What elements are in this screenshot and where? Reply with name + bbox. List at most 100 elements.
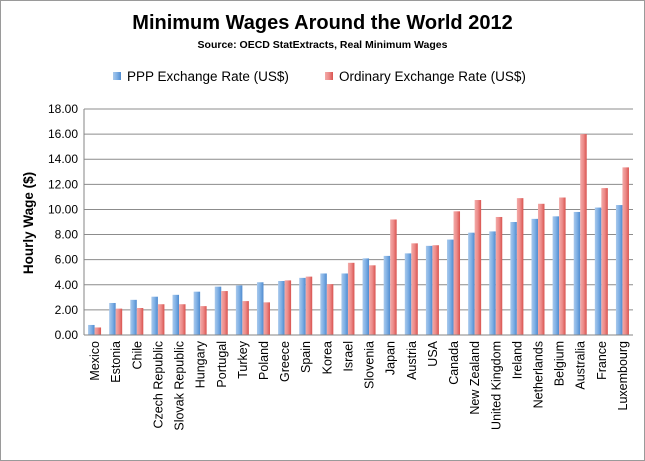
y-tick-label: 0.00 [55,328,79,342]
bar-ordinary [263,302,270,335]
bar-ordinary [390,219,397,335]
y-tick-label: 4.00 [55,278,79,292]
bar-ordinary [559,197,566,335]
x-tick-label: Slovak Republic [173,341,187,431]
bar-ppp [594,207,602,335]
x-tick-label: France [595,341,609,380]
bar-ppp [447,239,454,335]
bar-ordinary [136,308,144,335]
x-tick-label: Czech Republic [151,341,165,429]
x-tick-label: Spain [299,341,313,373]
bar-ordinary [242,301,249,335]
y-tick-label: 6.00 [55,253,79,267]
bar-ppp [172,294,180,335]
bars [88,134,629,335]
x-tick-label: Portugal [215,341,229,388]
legend-swatch-ordinary [325,72,333,80]
bar-ordinary [411,243,418,335]
bar-ppp [193,291,201,335]
bar-ppp [510,222,517,335]
bar-ppp [362,258,370,335]
legend-swatch-ppp [113,72,121,80]
bar-ordinary [432,245,439,335]
bar-ppp [320,273,327,335]
chart-subtitle: Source: OECD StatExtracts, Real Minimum … [198,39,448,51]
bar-ordinary [115,308,123,335]
legend-label-ppp: PPP Exchange Rate (US$) [127,69,289,84]
bar-ordinary [453,211,461,335]
bar-ppp [235,285,243,335]
x-tick-label: Austria [405,341,419,380]
bar-ordinary [580,134,587,335]
y-tick-label: 2.00 [55,303,79,317]
y-tick-label: 8.00 [55,228,79,242]
x-tick-label: Luxembourg [616,341,630,411]
bar-ppp [425,245,433,335]
bar-ppp [130,299,137,335]
x-tick-label: Hungary [194,340,208,388]
y-tick-label: 10.00 [48,202,78,216]
x-tick-label: Netherlands [531,341,545,408]
x-tick-label: Mexico [88,341,102,381]
x-tick-label: Korea [320,341,334,374]
bar-ordinary [516,198,524,335]
bar-ppp [383,255,391,335]
y-axis-ticks: 0.00 2.00 4.00 6.00 8.00 10.00 12.00 14.00 16.00… [48,102,78,342]
bar-ppp [214,286,222,335]
bar-ppp [573,211,581,335]
bar-ordinary [284,280,292,335]
bar-ppp [151,296,158,335]
x-tick-label: Greece [278,341,292,382]
bar-ordinary [474,200,482,335]
x-tick-label: Australia [574,341,588,390]
bar-ppp [404,253,412,335]
bar-ordinary [221,291,228,335]
x-tick-label: Slovenia [363,341,377,389]
bar-ppp [278,281,285,335]
x-tick-label: Estonia [109,341,123,383]
bar-ordinary [347,262,355,335]
bar-ppp [299,277,306,335]
legend: PPP Exchange Rate (US$) Ordinary Exchang… [113,69,526,84]
y-axis-title: Hourly Wage ($) [21,172,36,274]
x-tick-label: USA [426,340,440,366]
x-tick-label: Turkey [236,340,250,378]
y-tick-label: 18.00 [48,102,78,116]
x-tick-label: Ireland [510,341,524,379]
bar-ordinary [305,276,313,335]
bar-ppp [256,282,264,335]
bar-ordinary [601,188,608,335]
bar-ppp [468,232,475,335]
y-tick-label: 14.00 [48,152,78,166]
x-tick-label: Chile [130,341,144,370]
y-tick-label: 12.00 [48,177,78,191]
bar-ppp [489,231,496,335]
gridlines [84,108,633,311]
bar-ordinary [200,306,207,335]
x-tick-label: Belgium [553,341,567,386]
bar-ordinary [495,216,503,335]
bar-ordinary [369,265,376,335]
x-tick-label: Poland [257,341,271,380]
chart-title: Minimum Wages Around the World 2012 [132,12,512,34]
x-tick-label: Israel [341,341,355,372]
bar-ordinary [537,203,545,335]
bar-ordinary [94,327,102,335]
bar-ppp [531,218,538,335]
bar-ppp [615,205,623,335]
x-axis-ticks: Mexico Estonia Chile Czech Republic Slovak R… [88,340,630,430]
bar-ppp [341,273,348,335]
bar-ordinary [179,304,186,335]
legend-label-ordinary: Ordinary Exchange Rate (US$) [339,69,526,84]
bar-ordinary [622,167,629,335]
x-tick-label: New Zealand [468,341,482,415]
x-tick-label: Canada [447,341,461,385]
x-tick-label: Japan [384,341,398,375]
y-tick-label: 16.00 [48,127,78,141]
bar-ppp [552,216,560,335]
x-tick-label: United Kingdom [489,341,503,430]
bar-ppp [88,324,95,335]
bar-ordinary [326,284,334,335]
